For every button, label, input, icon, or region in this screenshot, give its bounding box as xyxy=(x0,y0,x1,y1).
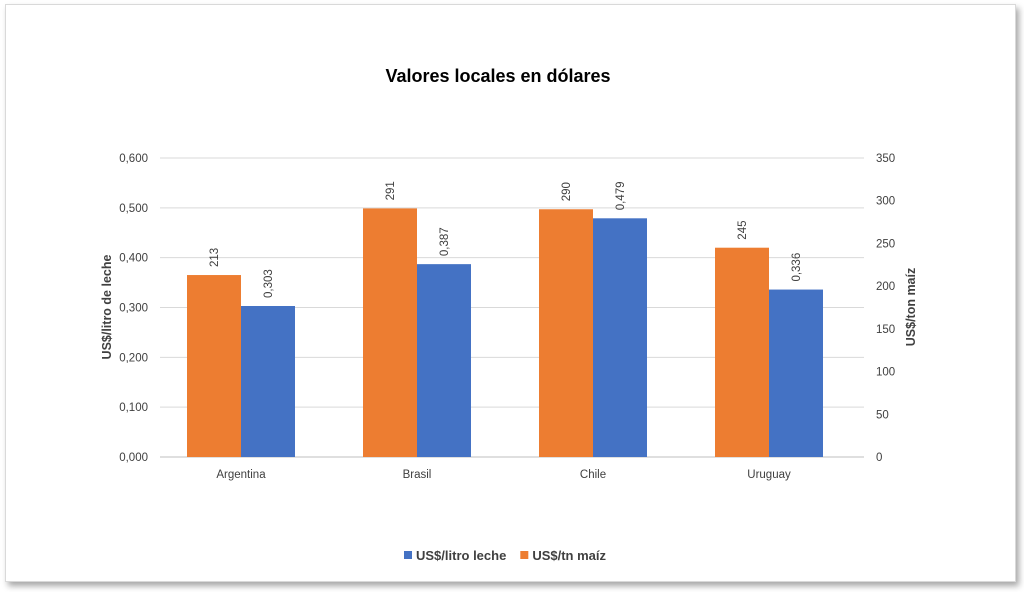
leche-bar xyxy=(769,289,823,457)
maiz-bar xyxy=(187,275,241,457)
right-tick-label: 200 xyxy=(876,281,895,293)
category-label: Chile xyxy=(580,469,606,481)
data-label: 0,479 xyxy=(615,182,627,211)
right-tick-label: 100 xyxy=(876,367,895,379)
left-tick-label: 0,500 xyxy=(119,203,148,215)
left-tick-label: 0,000 xyxy=(119,452,148,464)
maiz-bar xyxy=(363,208,417,457)
maiz-bar xyxy=(539,209,593,457)
legend-swatch xyxy=(520,551,529,559)
legend-label: US$/tn maíz xyxy=(532,548,606,563)
legend: US$/litro leche US$/tn maíz xyxy=(404,548,606,563)
data-label: 213 xyxy=(209,248,221,267)
y-axis-label-left: US$/litro de leche xyxy=(100,255,114,360)
right-axis-ticks: 0 50 100 150 200 250 300 350 xyxy=(876,153,895,464)
data-labels: 213 0,303 291 0,387 290 0,479 245 0,336 xyxy=(209,181,803,298)
data-label: 0,387 xyxy=(439,227,451,256)
chart-title: Valores locales en dólares xyxy=(385,66,610,86)
y-axis-label-right: US$/ton maíz xyxy=(904,268,918,347)
data-label: 291 xyxy=(385,181,397,200)
right-tick-label: 50 xyxy=(876,409,889,421)
right-tick-label: 0 xyxy=(876,452,882,464)
maiz-bar xyxy=(715,247,769,457)
left-tick-label: 0,300 xyxy=(119,303,148,315)
category-label: Uruguay xyxy=(747,469,791,481)
leche-bar xyxy=(417,264,471,457)
left-tick-label: 0,600 xyxy=(119,153,148,165)
right-tick-label: 300 xyxy=(876,196,895,208)
left-axis-ticks: 0,000 0,100 0,200 0,300 0,400 0,500 0,600 xyxy=(119,153,148,464)
right-tick-label: 350 xyxy=(876,153,895,165)
bars xyxy=(187,208,823,457)
right-tick-label: 250 xyxy=(876,238,895,250)
chart-frame xyxy=(5,4,1016,582)
category-label: Brasil xyxy=(403,469,432,481)
left-tick-label: 0,200 xyxy=(119,352,148,364)
leche-bar xyxy=(241,306,295,457)
legend-swatch xyxy=(404,551,412,559)
x-axis-categories: Argentina Brasil Chile Uruguay xyxy=(216,469,791,481)
category-label: Argentina xyxy=(216,469,266,481)
right-tick-label: 150 xyxy=(876,324,895,336)
legend-label: US$/litro leche xyxy=(416,548,506,563)
data-label: 290 xyxy=(561,182,573,201)
left-tick-label: 0,100 xyxy=(119,402,148,414)
leche-bar xyxy=(593,218,647,457)
data-label: 0,303 xyxy=(263,269,275,298)
data-label: 0,336 xyxy=(791,253,803,282)
left-tick-label: 0,400 xyxy=(119,253,148,265)
data-label: 245 xyxy=(737,221,749,240)
